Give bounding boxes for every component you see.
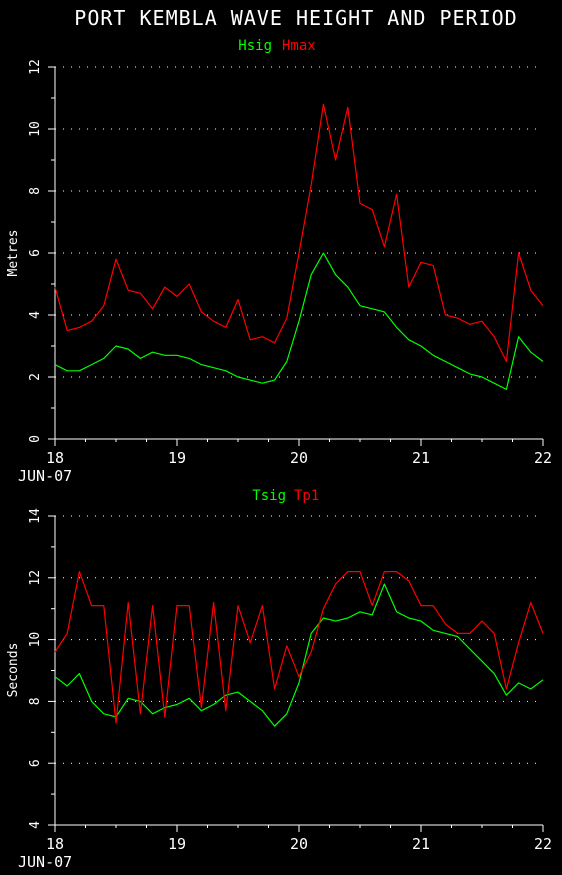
wave-period-y-tick-label: 8 [28,697,43,705]
wave-height-y-tick-label: 6 [28,249,43,257]
wave-height-y-tick-label: 8 [28,187,43,195]
wave-period-legend: Tsig Tp1 [252,488,319,504]
wave-height-y-ticks: 0 2 4 6 8 10 12 [28,59,43,443]
wave-height-y-tick-label: 12 [28,59,43,75]
wave-period-y-tick-label: 14 [28,508,43,524]
wave-height-chart: Hsig Hmax Metres JUN-07 0 2 4 6 8 10 12 18 19 20… [6,38,552,485]
wave-height-gridlines [55,66,543,378]
wave-height-series [54,103,544,390]
wave-height-y-tick-label: 4 [28,311,43,319]
wave-period-series [54,570,544,727]
wave-height-y-tick-label: 10 [28,121,43,137]
wave-period-series-tsig [54,583,544,727]
wave-period-x-tick-label: 22 [534,835,552,853]
wave-height-x-tick-label: 22 [534,449,552,467]
wave-height-axes [48,66,544,446]
wave-period-x-date-label: JUN-07 [18,853,72,871]
wave-height-series-hsig [54,252,544,390]
wave-height-x-ticks: 18 19 20 21 22 [46,449,552,467]
wave-period-series-tp1 [54,570,544,724]
chart-title: PORT KEMBLA WAVE HEIGHT AND PERIOD [74,6,517,30]
wave-period-x-tick-label: 18 [46,835,64,853]
wave-height-y-label: Metres [6,230,21,277]
wave-height-y-tick-label: 0 [28,435,43,443]
wave-height-x-date-label: JUN-07 [18,467,72,485]
legend-tsig: Tsig [252,488,286,504]
wave-period-y-tick-label: 6 [28,759,43,767]
wave-height-y-tick-label: 2 [28,373,43,381]
wave-period-x-tick-label: 20 [290,835,308,853]
wave-height-legend: Hsig Hmax [238,38,315,54]
wave-height-series-hmax [54,103,544,363]
wave-height-x-tick-label: 19 [168,449,186,467]
wave-period-x-tick-label: 19 [168,835,186,853]
wave-height-x-tick-label: 20 [290,449,308,467]
wave-height-x-tick-label: 18 [46,449,64,467]
wave-period-x-tick-label: 21 [412,835,430,853]
wave-period-y-tick-label: 12 [28,570,43,586]
legend-hsig: Hsig [238,38,272,54]
legend-hmax: Hmax [282,38,316,54]
legend-tp1: Tp1 [294,488,319,504]
wave-period-x-ticks: 18 19 20 21 22 [46,835,552,853]
wave-period-y-ticks: 4 6 8 10 12 14 [28,508,43,829]
wave-period-y-tick-label: 10 [28,632,43,648]
wave-period-chart: Tsig Tp1 Seconds JUN-07 4 6 8 10 12 14 18 19 20… [6,488,552,871]
wave-period-axes [48,515,544,832]
wave-period-y-label: Seconds [6,643,21,698]
wave-period-gridlines [55,515,543,764]
wave-height-x-tick-label: 21 [412,449,430,467]
wave-period-y-tick-label: 4 [28,821,43,829]
